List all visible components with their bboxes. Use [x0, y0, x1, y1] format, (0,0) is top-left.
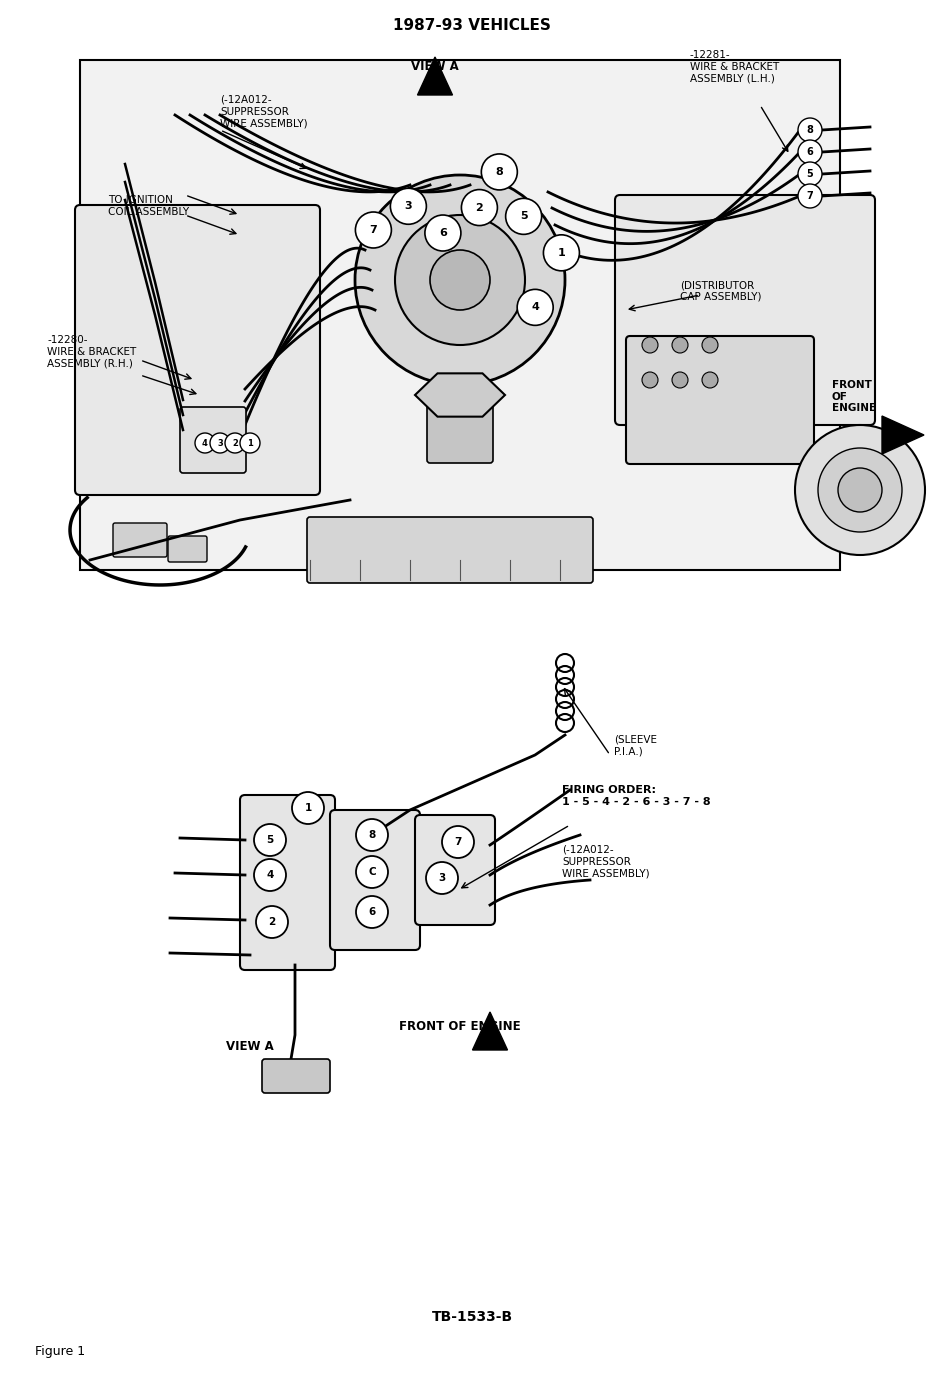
- Text: (DISTRIBUTOR
CAP ASSEMBLY): (DISTRIBUTOR CAP ASSEMBLY): [680, 280, 762, 302]
- FancyBboxPatch shape: [615, 195, 875, 425]
- Circle shape: [798, 184, 822, 207]
- Circle shape: [426, 862, 458, 894]
- Text: 5: 5: [806, 168, 814, 180]
- Text: FIRING ORDER:
1 - 5 - 4 - 2 - 6 - 3 - 7 - 8: FIRING ORDER: 1 - 5 - 4 - 2 - 6 - 3 - 7 …: [562, 785, 711, 806]
- Circle shape: [254, 859, 286, 891]
- Circle shape: [462, 189, 497, 226]
- Text: 6: 6: [806, 148, 814, 157]
- Text: 1: 1: [247, 438, 253, 447]
- Circle shape: [702, 372, 718, 388]
- Text: VIEW A: VIEW A: [227, 1040, 274, 1052]
- FancyBboxPatch shape: [240, 795, 335, 970]
- Circle shape: [355, 175, 565, 386]
- Text: 2: 2: [232, 438, 238, 447]
- Circle shape: [355, 212, 392, 248]
- Circle shape: [544, 235, 580, 271]
- Circle shape: [356, 896, 388, 928]
- Circle shape: [225, 433, 245, 452]
- FancyBboxPatch shape: [330, 810, 420, 949]
- Text: (-12A012-
SUPPRESSOR
WIRE ASSEMBLY): (-12A012- SUPPRESSOR WIRE ASSEMBLY): [220, 95, 308, 128]
- Text: 5: 5: [520, 212, 528, 221]
- FancyBboxPatch shape: [168, 536, 207, 562]
- Circle shape: [254, 824, 286, 856]
- Text: 4: 4: [531, 302, 539, 312]
- FancyBboxPatch shape: [427, 402, 493, 464]
- Circle shape: [672, 372, 688, 388]
- Circle shape: [818, 448, 902, 532]
- Text: 7: 7: [806, 191, 814, 200]
- Text: 6: 6: [439, 228, 447, 238]
- Text: 5: 5: [266, 835, 274, 845]
- Text: 2: 2: [268, 917, 276, 927]
- Circle shape: [672, 337, 688, 354]
- Circle shape: [425, 214, 461, 251]
- Circle shape: [430, 251, 490, 310]
- Circle shape: [395, 214, 525, 345]
- Polygon shape: [417, 57, 452, 95]
- Circle shape: [506, 199, 542, 234]
- Circle shape: [642, 337, 658, 354]
- Circle shape: [210, 433, 230, 452]
- Text: VIEW A: VIEW A: [412, 60, 459, 72]
- Circle shape: [798, 161, 822, 187]
- Circle shape: [517, 290, 553, 326]
- Circle shape: [642, 372, 658, 388]
- Text: 8: 8: [806, 125, 814, 135]
- Text: 8: 8: [496, 167, 503, 177]
- Text: -12280-
WIRE & BRACKET
ASSEMBLY (R.H.): -12280- WIRE & BRACKET ASSEMBLY (R.H.): [47, 335, 136, 369]
- FancyBboxPatch shape: [75, 205, 320, 496]
- Circle shape: [391, 188, 427, 224]
- Polygon shape: [473, 1012, 508, 1050]
- Text: 1987-93 VEHICLES: 1987-93 VEHICLES: [393, 18, 551, 33]
- Text: 7: 7: [369, 226, 378, 235]
- Text: 3: 3: [438, 873, 446, 883]
- Circle shape: [702, 337, 718, 354]
- Circle shape: [195, 433, 215, 452]
- Circle shape: [798, 118, 822, 142]
- Text: Figure 1: Figure 1: [35, 1345, 85, 1359]
- Text: 3: 3: [217, 438, 223, 447]
- Text: FRONT OF ENGINE: FRONT OF ENGINE: [399, 1020, 521, 1033]
- FancyBboxPatch shape: [80, 60, 840, 569]
- Circle shape: [442, 825, 474, 857]
- Polygon shape: [882, 416, 924, 454]
- Text: (-12A012-
SUPPRESSOR
WIRE ASSEMBLY): (-12A012- SUPPRESSOR WIRE ASSEMBLY): [562, 845, 649, 878]
- Text: FRONT
OF
ENGINE: FRONT OF ENGINE: [832, 380, 876, 413]
- Text: C: C: [368, 867, 376, 877]
- FancyBboxPatch shape: [180, 406, 246, 473]
- Circle shape: [292, 792, 324, 824]
- Text: 4: 4: [266, 870, 274, 880]
- Circle shape: [481, 155, 517, 189]
- Circle shape: [356, 818, 388, 851]
- Text: TO IGNITION
COIL ASSEMBLY: TO IGNITION COIL ASSEMBLY: [108, 195, 189, 217]
- Circle shape: [798, 141, 822, 164]
- Text: 1: 1: [304, 803, 312, 813]
- Text: 8: 8: [368, 830, 376, 839]
- Text: (SLEEVE
P.I.A.): (SLEEVE P.I.A.): [614, 735, 657, 757]
- Text: 1: 1: [558, 248, 565, 258]
- Text: 4: 4: [202, 438, 208, 447]
- Text: -12281-
WIRE & BRACKET
ASSEMBLY (L.H.): -12281- WIRE & BRACKET ASSEMBLY (L.H.): [690, 50, 779, 84]
- Text: 7: 7: [454, 837, 462, 846]
- Circle shape: [795, 425, 925, 555]
- FancyBboxPatch shape: [415, 814, 495, 926]
- Text: 3: 3: [405, 202, 413, 212]
- FancyBboxPatch shape: [626, 335, 814, 464]
- Circle shape: [838, 468, 882, 512]
- Text: 2: 2: [476, 203, 483, 213]
- Circle shape: [240, 433, 260, 452]
- Text: 6: 6: [368, 908, 376, 917]
- FancyBboxPatch shape: [262, 1059, 330, 1093]
- Polygon shape: [415, 373, 505, 416]
- FancyBboxPatch shape: [307, 516, 593, 583]
- Text: TB-1533-B: TB-1533-B: [431, 1310, 513, 1324]
- Circle shape: [256, 906, 288, 938]
- FancyBboxPatch shape: [113, 523, 167, 557]
- Circle shape: [356, 856, 388, 888]
